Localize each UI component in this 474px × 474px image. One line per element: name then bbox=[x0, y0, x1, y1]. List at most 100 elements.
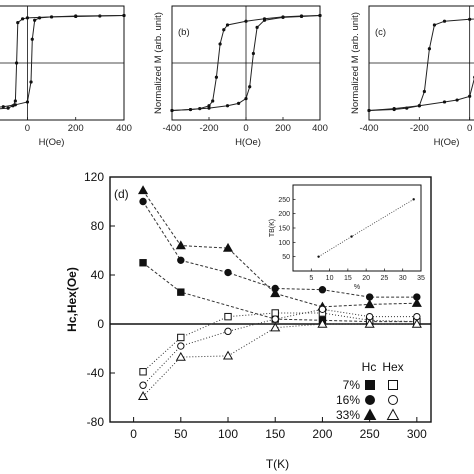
inset-y-tick-label: 100 bbox=[278, 240, 290, 247]
data-point-triangle bbox=[222, 350, 234, 360]
loop-data-point bbox=[37, 16, 42, 20]
x-tick-label: 200 bbox=[312, 427, 332, 441]
inset-frame bbox=[292, 184, 422, 272]
legend-marker-open bbox=[386, 408, 400, 420]
loop-data-point bbox=[211, 99, 215, 103]
legend-marker-filled bbox=[365, 395, 375, 405]
loop-data-point bbox=[318, 13, 322, 18]
loop-data-point bbox=[29, 80, 33, 84]
loop-data-point bbox=[248, 85, 252, 89]
y-tick-label: 40 bbox=[91, 268, 105, 282]
inset-x-unit-label: % bbox=[354, 284, 360, 291]
y-axis-label: Hc,Hex(Oe) bbox=[65, 267, 79, 332]
x-axis-label: T(K) bbox=[266, 457, 289, 471]
loop-data-point bbox=[222, 28, 226, 32]
loop-branch-line bbox=[171, 15, 321, 111]
data-point-triangle bbox=[317, 318, 328, 328]
loop-data-point bbox=[25, 16, 30, 20]
inset-data-point bbox=[412, 198, 415, 201]
loop-data-point bbox=[21, 17, 25, 21]
y-axis-label: Normalized M (arb. unit) bbox=[350, 12, 361, 114]
x-tick-label: 0 bbox=[25, 123, 30, 134]
loop-data-point bbox=[16, 21, 20, 25]
loop-data-point bbox=[417, 104, 421, 108]
x-tick-label: 200 bbox=[275, 123, 291, 134]
loop-data-point bbox=[207, 106, 211, 110]
loop-data-point bbox=[442, 100, 447, 104]
data-point-square bbox=[177, 288, 185, 296]
data-point-triangle bbox=[411, 297, 422, 307]
legend-row-label: 33% bbox=[336, 408, 360, 422]
loop-data-point bbox=[30, 37, 34, 41]
loop-data-point bbox=[237, 101, 241, 105]
y-axis-label: Normalized M (arb. unit) bbox=[153, 12, 164, 114]
data-point-circle bbox=[271, 315, 279, 323]
inset-y-tick-label: 250 bbox=[278, 197, 290, 204]
legend-marker-filled bbox=[365, 380, 375, 390]
loop-data-point bbox=[442, 19, 447, 23]
inset-data-point bbox=[350, 235, 353, 238]
data-point-square bbox=[139, 368, 147, 376]
plot-frame bbox=[109, 176, 432, 423]
loop-data-point bbox=[468, 94, 472, 98]
data-point-triangle bbox=[411, 318, 422, 328]
data-point-triangle bbox=[175, 240, 186, 250]
inset-x-tick-label: 30 bbox=[399, 275, 407, 282]
data-point-triangle bbox=[137, 391, 149, 400]
data-point-square bbox=[139, 259, 147, 267]
loop-data-point bbox=[255, 25, 259, 29]
data-point-circle bbox=[318, 286, 327, 294]
loop-data-point bbox=[214, 75, 218, 79]
loop-data-point bbox=[244, 19, 248, 23]
y-tick-label: 0 bbox=[97, 317, 104, 331]
inset-data-point bbox=[317, 255, 320, 258]
loop-data-point bbox=[13, 99, 17, 103]
loop-data-point bbox=[1, 105, 5, 109]
loop-data-point bbox=[188, 107, 193, 112]
data-point-circle bbox=[177, 342, 185, 350]
loop-data-point bbox=[49, 15, 54, 19]
inset-x-tick-label: 20 bbox=[362, 275, 370, 282]
loop-data-point bbox=[251, 51, 255, 56]
loop-data-point bbox=[6, 106, 10, 110]
data-point-triangle bbox=[222, 242, 234, 252]
loop-data-point bbox=[74, 14, 78, 18]
data-point-circle bbox=[139, 381, 147, 389]
panel-label: (b) bbox=[178, 27, 190, 38]
panel-label: (c) bbox=[375, 27, 386, 38]
x-tick-label: 50 bbox=[174, 427, 188, 441]
y-tick-label: -40 bbox=[87, 366, 105, 380]
loop-data-point bbox=[432, 23, 437, 27]
x-tick-label: 0 bbox=[130, 427, 137, 441]
loop-data-point bbox=[244, 97, 248, 101]
loop-data-point bbox=[25, 100, 30, 104]
loop-data-point bbox=[455, 98, 459, 102]
data-point-triangle bbox=[270, 322, 281, 332]
x-tick-label: 150 bbox=[265, 427, 285, 441]
inset-y-tick-label: 200 bbox=[278, 211, 290, 218]
data-point-circle bbox=[139, 197, 147, 206]
panel-c-hysteresis-loop: -400 -200 0 H(Oe) Normalized M (arb. unit) (c… bbox=[350, 5, 474, 148]
x-axis-label: H(Oe) bbox=[434, 137, 460, 148]
data-point-square bbox=[224, 312, 232, 321]
data-point-circle bbox=[177, 256, 185, 264]
x-tick-label: -200 bbox=[410, 123, 429, 134]
inset-x-tick-label: 5 bbox=[309, 275, 313, 282]
x-tick-label: 100 bbox=[218, 427, 238, 441]
loop-data-point bbox=[218, 42, 222, 46]
data-point-triangle bbox=[364, 318, 375, 328]
loop-data-point bbox=[427, 47, 431, 51]
loop-data-point bbox=[207, 104, 211, 108]
data-point-triangle bbox=[137, 185, 149, 195]
loop-data-point bbox=[367, 108, 371, 113]
legend-marker-filled bbox=[363, 408, 377, 420]
x-tick-label: -200 bbox=[199, 123, 218, 134]
legend-header-hc: Hc bbox=[362, 360, 377, 374]
x-tick-label: 400 bbox=[312, 123, 328, 134]
y-tick-label: 120 bbox=[84, 170, 104, 184]
inset-x-tick-label: 35 bbox=[417, 275, 425, 282]
loop-branch-line bbox=[0, 15, 125, 108]
data-point-square bbox=[271, 309, 279, 317]
x-tick-label: 300 bbox=[407, 427, 427, 441]
legend-marker-open bbox=[388, 395, 398, 405]
